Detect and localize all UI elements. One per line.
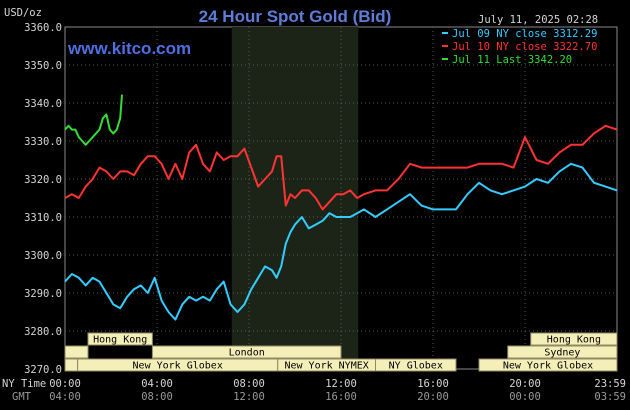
session-bar [530, 332, 618, 346]
session-label: Hong Kong [547, 335, 601, 346]
site-watermark: www.kitco.com [67, 39, 191, 58]
gmt-label: GMT [12, 391, 32, 403]
y-tick-label: 3360.0 [24, 22, 62, 34]
session-label: Sydney [544, 348, 580, 359]
y-tick-label: 3300.0 [24, 250, 62, 262]
x-tick-ny: 23:59 [594, 378, 626, 390]
x-tick-ny: 04:00 [141, 378, 173, 390]
session-bar [375, 358, 457, 372]
x-tick-ny: 08:00 [233, 378, 265, 390]
series-line-1 [64, 124, 618, 211]
y-tick-label: 3320.0 [24, 174, 62, 186]
legend-entry: Jul 11 Last 3342.20 [452, 54, 572, 66]
x-tick-ny: 12:00 [325, 378, 357, 390]
session-bar [87, 332, 153, 346]
legend-entry: Jul 10 NY close 3322.70 [452, 41, 597, 53]
y-tick-label: 3310.0 [24, 212, 62, 224]
session-bar [64, 358, 79, 372]
unit-label: USD/oz [4, 7, 42, 19]
legend-entry: Jul 09 NY close 3312.29 [452, 28, 597, 40]
date-label: July 11, 2025 02:28 [478, 14, 598, 26]
series-line-0 [64, 162, 618, 321]
y-tick-label: 3340.0 [24, 98, 62, 110]
y-tick-label: 3290.0 [24, 288, 62, 300]
x-tick-ny: 16:00 [417, 378, 449, 390]
gridlines [65, 27, 617, 369]
session-label: New York Globex [503, 361, 593, 372]
x-tick-gmt: 08:00 [141, 391, 173, 403]
y-axis-ticks: 3360.0 3350.0 3340.0 3330.0 3320.0 3310.0 3300… [24, 22, 62, 376]
x-tick-gmt: 12:00 [233, 391, 265, 403]
y-tick-label: 3280.0 [24, 326, 62, 338]
x-tick-gmt: 20:00 [417, 391, 449, 403]
session-label: London [229, 348, 265, 359]
x-axis-ticks: 00:0004:0004:0008:0008:0012:0012:0016:00… [49, 378, 626, 403]
session-label: Hong Kong [93, 335, 147, 346]
market-sessions: Hong Kong London New York Globex New York N… [64, 332, 618, 372]
y-tick-label: 3270.0 [24, 364, 62, 376]
x-tick-ny: 00:00 [49, 378, 81, 390]
session-label: New York NYMEX [284, 361, 368, 372]
session-bar [507, 345, 618, 359]
x-tick-gmt: 03:59 [594, 391, 626, 403]
x-tick-gmt: 16:00 [325, 391, 357, 403]
session-label: NY Globex [389, 361, 443, 372]
chart-title: 24 Hour Spot Gold (Bid) [199, 7, 392, 26]
x-tick-gmt: 04:00 [49, 391, 81, 403]
y-tick-label: 3350.0 [24, 60, 62, 72]
session-label: New York Globex [133, 361, 223, 372]
x-tick-gmt: 00:00 [509, 391, 541, 403]
ny-time-label: NY Time [2, 378, 46, 390]
session-bar [478, 358, 618, 372]
session-bar [64, 345, 89, 359]
y-tick-label: 3330.0 [24, 136, 62, 148]
session-bar [151, 345, 342, 359]
x-tick-ny: 20:00 [509, 378, 541, 390]
series-line-2 [64, 94, 123, 146]
price-series [64, 94, 618, 321]
